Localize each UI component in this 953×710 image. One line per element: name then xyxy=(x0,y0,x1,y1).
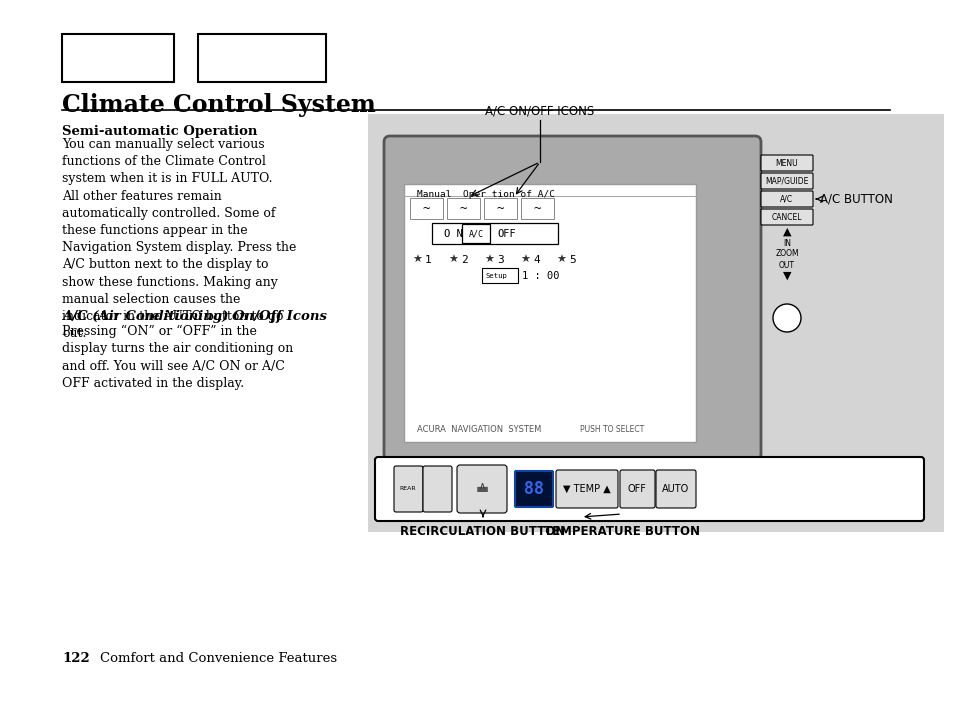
FancyBboxPatch shape xyxy=(384,136,760,460)
Text: 1 : 00: 1 : 00 xyxy=(521,271,558,281)
FancyBboxPatch shape xyxy=(432,223,558,244)
FancyBboxPatch shape xyxy=(760,209,812,225)
Text: ~: ~ xyxy=(533,202,540,216)
FancyBboxPatch shape xyxy=(619,470,655,508)
Text: ~: ~ xyxy=(422,202,429,216)
Text: Comfort and Convenience Features: Comfort and Convenience Features xyxy=(100,652,336,665)
Text: RECIRCULATION BUTTON: RECIRCULATION BUTTON xyxy=(400,525,565,538)
Text: ★: ★ xyxy=(483,255,494,265)
Text: OFF: OFF xyxy=(627,484,646,494)
Text: 122: 122 xyxy=(62,652,90,665)
Text: ZOOM: ZOOM xyxy=(775,249,798,258)
FancyBboxPatch shape xyxy=(520,198,554,219)
Text: 2: 2 xyxy=(460,255,467,265)
FancyBboxPatch shape xyxy=(760,155,812,171)
Text: ▲: ▲ xyxy=(781,227,790,237)
FancyBboxPatch shape xyxy=(456,465,506,513)
Text: A/C BUTTON: A/C BUTTON xyxy=(820,192,892,205)
Text: ∧: ∧ xyxy=(478,481,485,491)
Text: ACURA  NAVIGATION  SYSTEM: ACURA NAVIGATION SYSTEM xyxy=(416,425,540,434)
FancyBboxPatch shape xyxy=(656,470,696,508)
FancyBboxPatch shape xyxy=(375,457,923,521)
Text: 5: 5 xyxy=(568,255,576,265)
Text: OUT: OUT xyxy=(779,261,794,270)
Text: ~: ~ xyxy=(496,202,503,216)
Text: 3: 3 xyxy=(497,255,503,265)
Circle shape xyxy=(772,304,801,332)
Text: Pressing “ON” or “OFF” in the
display turns the air conditioning on
and off. You: Pressing “ON” or “OFF” in the display tu… xyxy=(62,325,293,390)
Text: A/C ON/OFF ICONS: A/C ON/OFF ICONS xyxy=(485,105,594,118)
Text: ~: ~ xyxy=(458,202,466,216)
FancyBboxPatch shape xyxy=(760,173,812,189)
FancyBboxPatch shape xyxy=(198,34,326,82)
Text: 88: 88 xyxy=(523,480,543,498)
Text: A/C (Air Conditioning) On/Off Icons: A/C (Air Conditioning) On/Off Icons xyxy=(62,310,327,323)
Text: Climate Control System: Climate Control System xyxy=(62,93,375,117)
Text: Semi-automatic Operation: Semi-automatic Operation xyxy=(62,125,257,138)
Text: REAR: REAR xyxy=(399,486,416,491)
Text: ▬: ▬ xyxy=(475,482,488,496)
FancyBboxPatch shape xyxy=(481,268,517,283)
FancyBboxPatch shape xyxy=(461,224,490,243)
Text: Setup: Setup xyxy=(485,273,507,279)
Text: 1: 1 xyxy=(424,255,432,265)
Text: A/C: A/C xyxy=(468,229,483,239)
Text: AUTO: AUTO xyxy=(661,484,689,494)
Text: PUSH TO SELECT: PUSH TO SELECT xyxy=(579,425,643,434)
Text: 4: 4 xyxy=(533,255,539,265)
FancyBboxPatch shape xyxy=(422,466,452,512)
Text: You can manually select various
functions of the Climate Control
system when it : You can manually select various function… xyxy=(62,138,296,340)
Text: ▼: ▼ xyxy=(781,271,790,281)
Text: TEMPERATURE BUTTON: TEMPERATURE BUTTON xyxy=(543,525,700,538)
FancyBboxPatch shape xyxy=(62,34,173,82)
Text: ★: ★ xyxy=(412,255,421,265)
Text: OFF: OFF xyxy=(497,229,516,239)
Text: ★: ★ xyxy=(448,255,457,265)
FancyBboxPatch shape xyxy=(394,466,422,512)
Text: ★: ★ xyxy=(519,255,530,265)
FancyBboxPatch shape xyxy=(403,184,696,442)
FancyBboxPatch shape xyxy=(556,470,618,508)
Text: ▼ TEMP ▲: ▼ TEMP ▲ xyxy=(562,484,610,494)
FancyBboxPatch shape xyxy=(410,198,442,219)
Text: MAP/GUIDE: MAP/GUIDE xyxy=(764,177,808,185)
Text: IN: IN xyxy=(782,239,790,248)
Text: ★: ★ xyxy=(556,255,565,265)
FancyBboxPatch shape xyxy=(368,114,943,532)
Text: A/C: A/C xyxy=(780,195,793,204)
FancyBboxPatch shape xyxy=(760,191,812,207)
FancyBboxPatch shape xyxy=(515,471,553,507)
Text: Manual  Oper tion of A/C: Manual Oper tion of A/C xyxy=(416,190,555,199)
Text: CANCEL: CANCEL xyxy=(771,212,801,222)
FancyBboxPatch shape xyxy=(447,198,479,219)
Text: MENU: MENU xyxy=(775,158,798,168)
Text: O N: O N xyxy=(443,229,462,239)
FancyBboxPatch shape xyxy=(483,198,517,219)
